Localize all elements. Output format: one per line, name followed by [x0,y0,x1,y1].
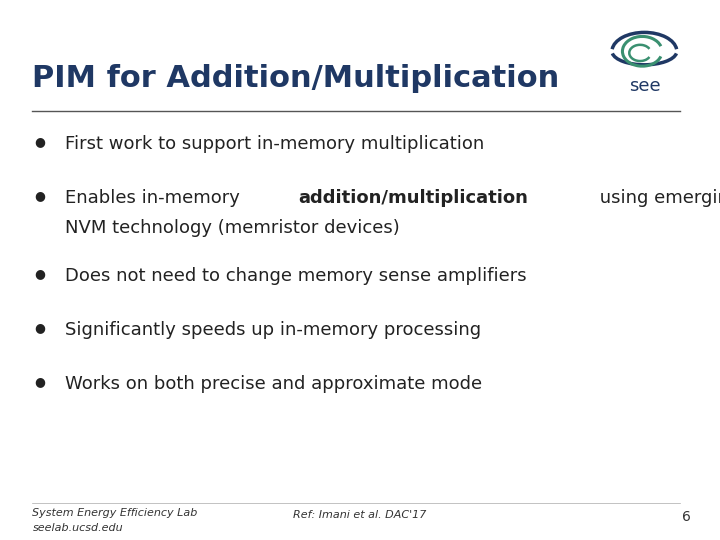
Text: Significantly speeds up in-memory processing: Significantly speeds up in-memory proces… [65,321,481,339]
Text: Enables in-memory: Enables in-memory [65,189,246,207]
Text: seelab.ucsd.edu: seelab.ucsd.edu [32,523,123,533]
Text: Ref: Imani et al. DAC'17: Ref: Imani et al. DAC'17 [293,510,427,521]
Text: ●: ● [34,135,45,148]
Text: System Energy Efficiency Lab: System Energy Efficiency Lab [32,508,198,518]
Text: PIM for Addition/Multiplication: PIM for Addition/Multiplication [32,64,559,93]
Text: ●: ● [34,267,45,280]
Text: Does not need to change memory sense amplifiers: Does not need to change memory sense amp… [65,267,526,285]
Text: ●: ● [34,321,45,334]
Text: Works on both precise and approximate mode: Works on both precise and approximate mo… [65,375,482,393]
Text: addition/multiplication: addition/multiplication [298,189,528,207]
Text: using emerging: using emerging [595,189,720,207]
Text: see: see [629,77,660,96]
Text: First work to support in-memory multiplication: First work to support in-memory multipli… [65,135,484,153]
Text: ●: ● [34,189,45,202]
Text: ●: ● [34,375,45,388]
Text: 6: 6 [683,510,691,524]
Text: NVM technology (memristor devices): NVM technology (memristor devices) [65,219,400,237]
